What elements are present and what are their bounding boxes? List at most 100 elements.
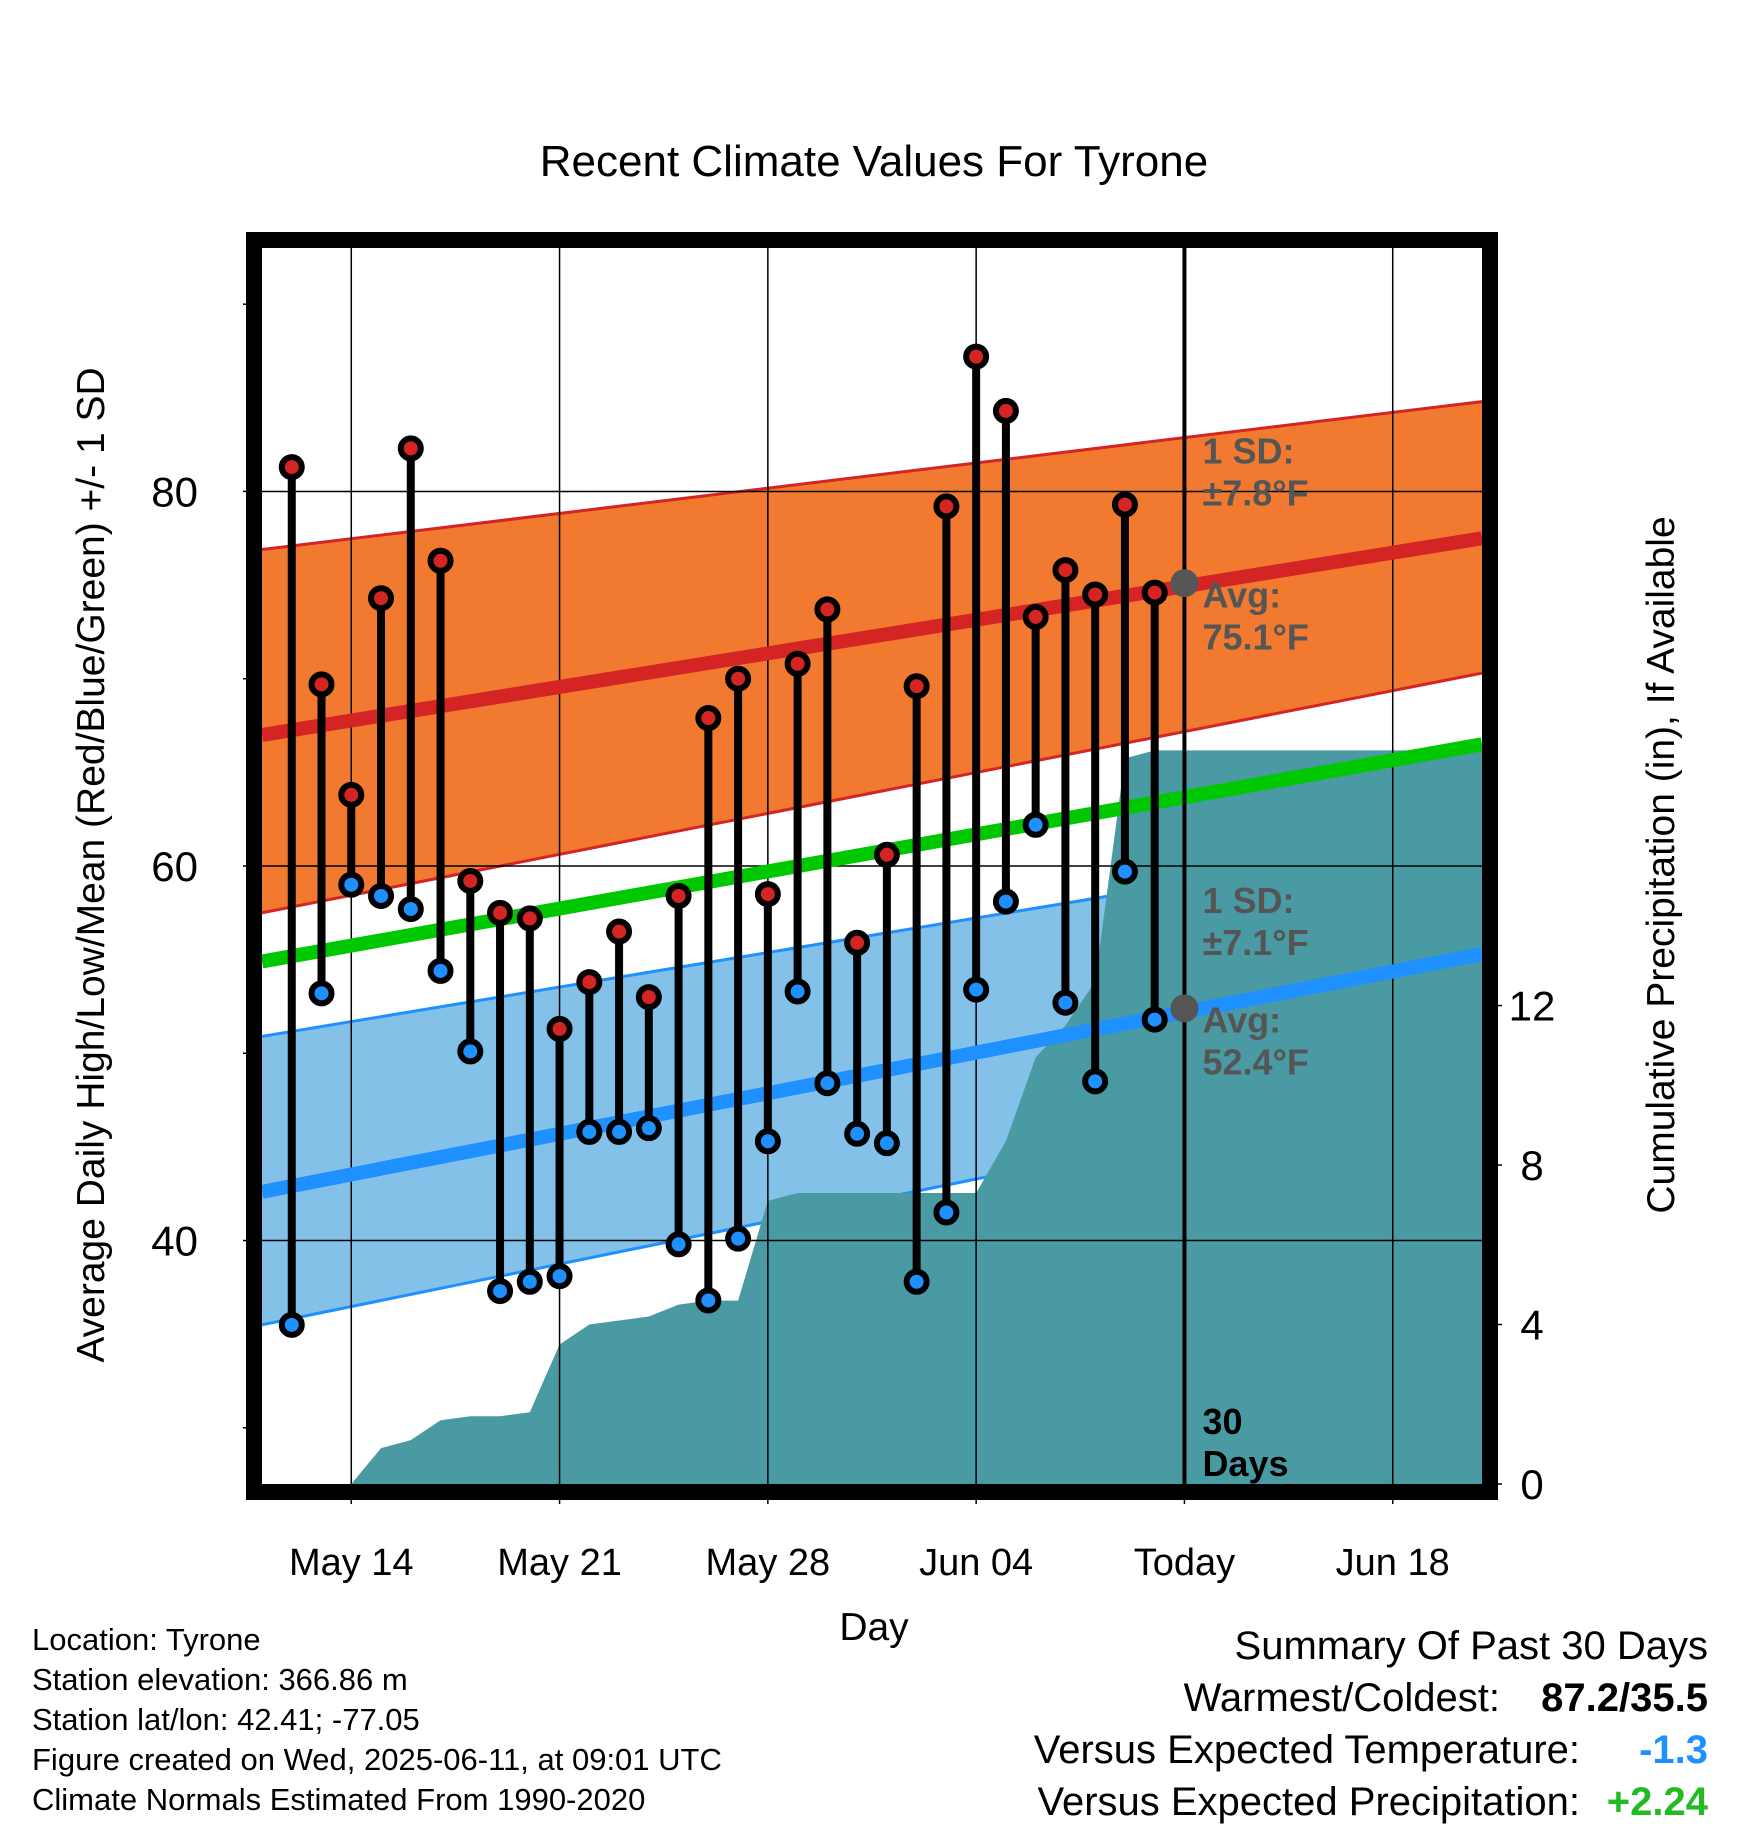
low-temp-point: [992, 888, 1019, 915]
summary-title: Summary Of Past 30 Days: [1234, 1624, 1708, 1668]
low-temp-point: [814, 1070, 841, 1097]
low-sd-annotation-line: ±7.1°F: [1202, 922, 1308, 963]
high-temp-point: [1141, 579, 1168, 606]
created-text: Figure created on Wed, 2025-06-11, at 09…: [32, 1742, 722, 1777]
low-avg-line: [262, 947, 1482, 1199]
days-label-line: Days: [1202, 1443, 1288, 1484]
low-temp-point: [784, 978, 811, 1005]
high-temp-point: [844, 929, 871, 956]
low-temp-point: [1052, 989, 1079, 1016]
high-temp-point: [338, 781, 365, 808]
y-tick-label: 80: [151, 468, 198, 515]
high-temp-point: [695, 705, 722, 732]
high-temp-point: [754, 881, 781, 908]
high-upper-edge: [262, 400, 1482, 551]
latlon-text: Station lat/lon: 42.41; -77.05: [32, 1702, 420, 1737]
high-temp-point: [576, 969, 603, 996]
low-temp-point: [487, 1278, 514, 1305]
location-text: Location: Tyrone: [32, 1622, 261, 1657]
low-temp-point: [695, 1287, 722, 1314]
high-temp-point: [1052, 557, 1079, 584]
high-temp-point: [873, 841, 900, 868]
y2-tick-label: 12: [1509, 983, 1556, 1030]
high-temp-point: [933, 493, 960, 520]
high-temp-point: [725, 665, 752, 692]
high-sd-annotation-line: 1 SD:: [1202, 430, 1294, 471]
low-temp-point: [725, 1225, 752, 1252]
y-tick-label: 60: [151, 843, 198, 890]
y-tick-label: 40: [151, 1218, 198, 1265]
high-temp-point: [665, 882, 692, 909]
low-temp-point: [427, 957, 454, 984]
x-tick-label: May 14: [289, 1542, 414, 1584]
mean-normal-line: [262, 737, 1482, 969]
high-temp-point: [278, 454, 305, 481]
low-temp-point: [1082, 1068, 1109, 1095]
chart-title: Recent Climate Values For Tyrone: [540, 137, 1208, 186]
high-temp-point: [397, 435, 424, 462]
high-temp-point: [427, 547, 454, 574]
summary-precip: Versus Expected Precipitation: +2.24: [808, 1776, 1708, 1828]
low-temp-point: [754, 1128, 781, 1155]
x-tick-label: May 21: [497, 1542, 622, 1584]
high-avg-line: [262, 531, 1482, 742]
high-temp-point: [635, 984, 662, 1011]
low-temp-point: [338, 871, 365, 898]
summary-temp: Versus Expected Temperature: -1.3: [808, 1724, 1708, 1776]
high-temp-point: [784, 650, 811, 677]
high-temp-point: [963, 343, 990, 370]
x-axis-label: Day: [839, 1606, 909, 1649]
high-temp-point: [903, 673, 930, 700]
high-sd-annotation: 1 SD: ±7.8°F: [1202, 430, 1308, 513]
low-temp-point: [278, 1311, 305, 1338]
y2-tick-label: 8: [1520, 1142, 1543, 1189]
high-temp-point: [606, 918, 633, 945]
low-temp-point: [516, 1268, 543, 1295]
y2-tick-label: 4: [1520, 1302, 1543, 1349]
low-temp-point: [606, 1118, 633, 1145]
low-temp-point: [665, 1231, 692, 1258]
y2-axis-label: Cumulative Precipitation (in), If Availa…: [1640, 516, 1683, 1213]
today-high-avg-marker: [1170, 569, 1199, 598]
low-temp-point: [1111, 858, 1138, 885]
precip-area: [262, 750, 1482, 1484]
high-temp-point: [308, 671, 335, 698]
y2-tick-label: 0: [1520, 1461, 1543, 1508]
high-avg-annotation-line: 75.1°F: [1202, 617, 1308, 658]
summary-warm-cold: Warmest/Coldest: 87.2/35.5: [808, 1672, 1708, 1724]
low-temp-point: [457, 1038, 484, 1065]
high-sd-band: [262, 401, 1482, 913]
low-temp-point: [903, 1268, 930, 1295]
summary-panel: Summary Of Past 30 Days Warmest/Coldest:…: [808, 1620, 1708, 1828]
high-sd-annotation-line: ±7.8°F: [1202, 472, 1308, 513]
low-temp-point: [933, 1199, 960, 1226]
low-avg-annotation-line: Avg:: [1202, 1000, 1281, 1041]
low-temp-point: [635, 1115, 662, 1142]
low-sd-annotation-line: 1 SD:: [1202, 880, 1294, 921]
precip-departure-value: +2.24: [1606, 1780, 1708, 1824]
high-temp-point: [546, 1015, 573, 1042]
x-tick-label: Jun 18: [1336, 1542, 1450, 1584]
warm-cold-value: 87.2/35.5: [1541, 1676, 1708, 1720]
high-temp-point: [814, 596, 841, 623]
days-label: 30 Days: [1202, 1401, 1288, 1484]
low-avg-annotation-line: 52.4°F: [1202, 1042, 1308, 1083]
normals-text: Climate Normals Estimated From 1990-2020: [32, 1782, 646, 1817]
low-temp-point: [963, 976, 990, 1003]
station-info: Location: Tyrone Station elevation: 366.…: [32, 1620, 722, 1820]
y-axis-label: Average Daily High/Low/Mean (Red/Blue/Gr…: [70, 367, 113, 1362]
x-tick-label: Jun 04: [919, 1542, 1033, 1584]
warm-cold-label: Warmest/Coldest:: [1183, 1676, 1500, 1720]
high-temp-point: [992, 397, 1019, 424]
high-temp-point: [1111, 491, 1138, 518]
days-label-line: 30: [1202, 1401, 1242, 1442]
precip-departure-label: Versus Expected Precipitation:: [1037, 1780, 1580, 1824]
low-sd-annotation: 1 SD: ±7.1°F: [1202, 880, 1308, 963]
low-temp-point: [308, 980, 335, 1007]
low-temp-point: [546, 1263, 573, 1290]
high-avg-annotation-line: Avg:: [1202, 575, 1281, 616]
low-avg-annotation: Avg: 52.4°F: [1202, 1000, 1308, 1083]
low-temp-point: [1022, 811, 1049, 838]
high-avg-annotation: Avg: 75.1°F: [1202, 575, 1308, 658]
low-temp-point: [844, 1120, 871, 1147]
